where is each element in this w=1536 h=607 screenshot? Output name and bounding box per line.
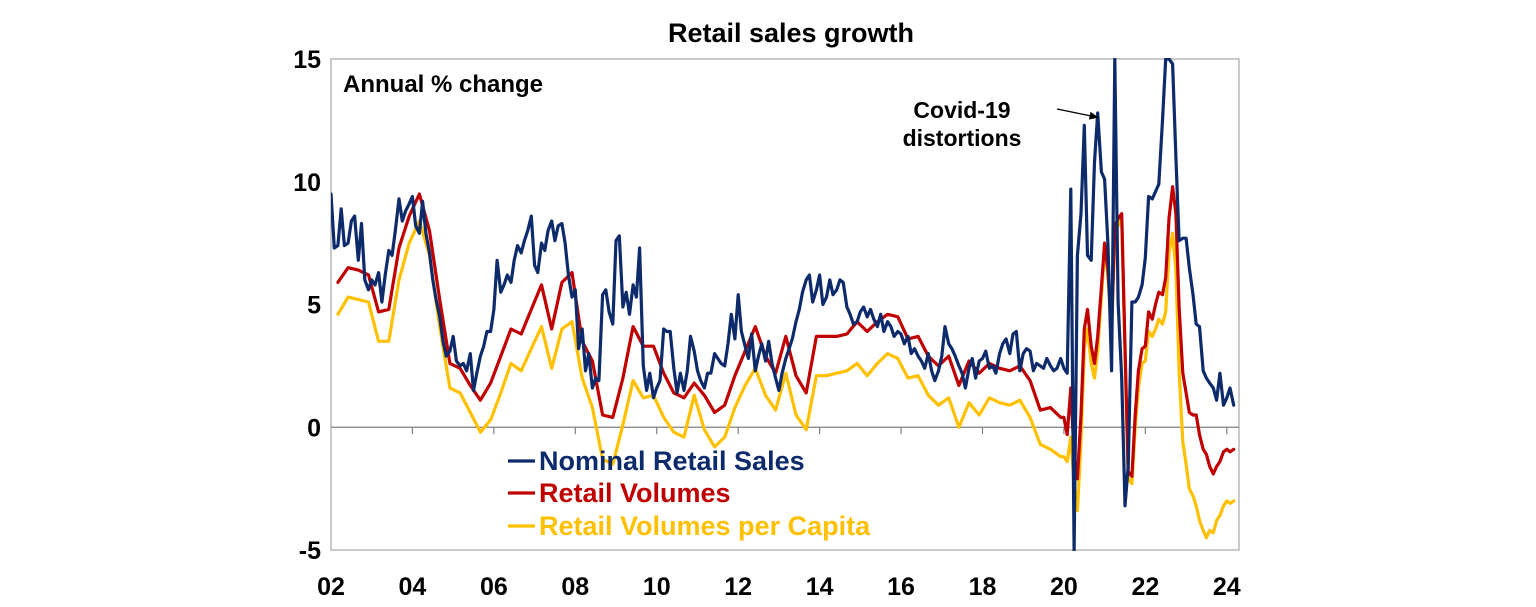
x-tick-label: 16 <box>887 573 915 601</box>
legend-label: Retail Volumes per Capita <box>539 511 871 541</box>
y-tick-label: 15 <box>293 46 321 74</box>
x-tick-label: 12 <box>724 573 752 601</box>
series-layer <box>331 58 1236 551</box>
y-tick-label: 10 <box>293 169 321 197</box>
y-tick-label: -5 <box>299 537 321 565</box>
x-tick-label: 02 <box>317 573 345 601</box>
x-tick-label: 10 <box>643 573 671 601</box>
x-tick-label: 04 <box>399 573 427 601</box>
y-tick-label: 0 <box>307 414 321 442</box>
y-axis-label: Annual % change <box>343 71 543 98</box>
x-tick-label: 22 <box>1131 573 1159 601</box>
x-tick-label: 20 <box>1050 573 1078 601</box>
legend-label: Nominal Retail Sales <box>539 446 805 476</box>
chart-title: Retail sales growth <box>668 18 914 48</box>
x-tick-label: 06 <box>480 573 508 601</box>
y-tick-label: 5 <box>307 292 321 320</box>
x-tick-label: 24 <box>1213 573 1241 601</box>
y-axis: -5 0 5 10 15 <box>293 46 321 565</box>
plot-area <box>330 58 1240 551</box>
x-tick-label: 08 <box>561 573 589 601</box>
annotation-arrow-head <box>1088 111 1099 120</box>
x-tick-label: 18 <box>969 573 997 601</box>
x-tick-label: 14 <box>806 573 834 601</box>
series-line-retail-volumes-per-capita <box>336 217 1236 540</box>
annotation-text: Covid-19 <box>913 97 1010 123</box>
series-line-retail-volumes <box>336 185 1236 481</box>
series-line-nominal-retail-sales <box>331 58 1236 551</box>
annotation-text: distortions <box>903 125 1022 151</box>
legend-label: Retail Volumes <box>539 478 731 508</box>
x-axis: 02 04 06 08 10 12 14 16 18 20 22 24 <box>317 573 1241 601</box>
zero-axis <box>331 426 1239 435</box>
